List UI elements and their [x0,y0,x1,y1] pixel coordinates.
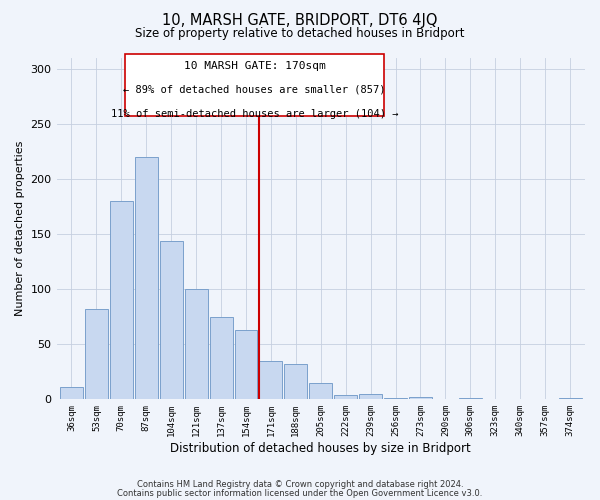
Text: 10, MARSH GATE, BRIDPORT, DT6 4JQ: 10, MARSH GATE, BRIDPORT, DT6 4JQ [162,12,438,28]
Bar [459,398,482,400]
Bar [85,309,108,400]
Bar [310,383,332,400]
Bar [185,289,208,400]
Bar [334,395,357,400]
Bar [359,394,382,400]
FancyBboxPatch shape [125,54,384,116]
Text: Contains public sector information licensed under the Open Government Licence v3: Contains public sector information licen… [118,488,482,498]
Bar [384,398,407,400]
Bar [259,360,283,400]
Bar [60,387,83,400]
Text: 11% of semi-detached houses are larger (104) →: 11% of semi-detached houses are larger (… [111,109,398,119]
X-axis label: Distribution of detached houses by size in Bridport: Distribution of detached houses by size … [170,442,471,455]
Bar [110,201,133,400]
Bar [235,330,257,400]
Bar [135,156,158,400]
Text: Contains HM Land Registry data © Crown copyright and database right 2024.: Contains HM Land Registry data © Crown c… [137,480,463,489]
Bar [160,240,182,400]
Bar [559,398,581,400]
Text: 10 MARSH GATE: 170sqm: 10 MARSH GATE: 170sqm [184,61,326,71]
Bar [284,364,307,400]
Text: Size of property relative to detached houses in Bridport: Size of property relative to detached ho… [135,28,465,40]
Bar [209,316,233,400]
Bar [409,397,432,400]
Y-axis label: Number of detached properties: Number of detached properties [15,140,25,316]
Text: ← 89% of detached houses are smaller (857): ← 89% of detached houses are smaller (85… [124,85,386,95]
